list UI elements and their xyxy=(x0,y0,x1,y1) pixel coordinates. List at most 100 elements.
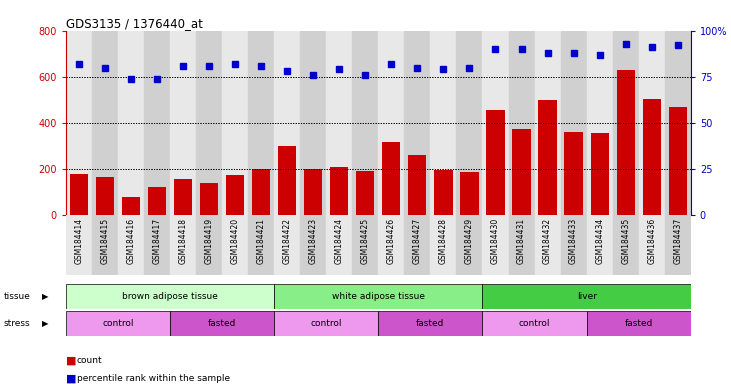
Text: GSM184432: GSM184432 xyxy=(543,218,552,264)
Bar xyxy=(66,215,92,275)
Text: GSM184426: GSM184426 xyxy=(387,218,395,264)
Bar xyxy=(170,31,196,215)
Text: GSM184417: GSM184417 xyxy=(153,218,162,264)
FancyBboxPatch shape xyxy=(170,311,274,336)
Bar xyxy=(561,215,586,275)
Bar xyxy=(616,70,635,215)
Text: GSM184431: GSM184431 xyxy=(517,218,526,264)
Bar xyxy=(669,107,687,215)
Bar xyxy=(664,215,691,275)
Bar xyxy=(456,31,482,215)
Bar xyxy=(92,215,118,275)
Bar xyxy=(434,170,452,215)
Text: GSM184437: GSM184437 xyxy=(673,218,682,264)
Text: fasted: fasted xyxy=(416,319,444,328)
Bar xyxy=(379,215,404,275)
Bar xyxy=(252,169,270,215)
Bar xyxy=(96,177,114,215)
Bar xyxy=(539,100,557,215)
Bar xyxy=(586,31,613,215)
Bar xyxy=(591,133,609,215)
Bar xyxy=(512,129,531,215)
Bar xyxy=(300,215,326,275)
Bar xyxy=(586,215,613,275)
Bar xyxy=(278,146,296,215)
FancyBboxPatch shape xyxy=(586,311,691,336)
Bar xyxy=(613,31,639,215)
Text: GSM184422: GSM184422 xyxy=(283,218,292,264)
Bar xyxy=(304,169,322,215)
Text: control: control xyxy=(311,319,342,328)
Bar xyxy=(539,100,557,215)
Bar xyxy=(669,107,687,215)
Bar xyxy=(122,197,140,215)
Bar xyxy=(639,31,664,215)
Bar xyxy=(591,133,609,215)
Bar xyxy=(274,31,300,215)
Text: tissue: tissue xyxy=(4,292,31,301)
Bar xyxy=(382,142,401,215)
Bar xyxy=(643,99,661,215)
Bar xyxy=(486,110,504,215)
Bar xyxy=(356,171,374,215)
Text: ▶: ▶ xyxy=(42,319,49,328)
Text: GSM184434: GSM184434 xyxy=(595,218,604,264)
Bar xyxy=(196,215,222,275)
Bar xyxy=(226,175,244,215)
Bar xyxy=(226,175,244,215)
FancyBboxPatch shape xyxy=(482,284,691,309)
Text: GSM184428: GSM184428 xyxy=(439,218,448,264)
Text: control: control xyxy=(519,319,550,328)
Bar xyxy=(122,197,140,215)
Bar xyxy=(434,170,452,215)
Bar xyxy=(96,177,114,215)
Bar xyxy=(252,169,270,215)
Text: stress: stress xyxy=(4,319,30,328)
Bar xyxy=(304,169,322,215)
Bar xyxy=(382,142,401,215)
Bar xyxy=(200,183,218,215)
Bar xyxy=(564,132,583,215)
Bar xyxy=(300,31,326,215)
Bar xyxy=(248,215,274,275)
Text: GSM184424: GSM184424 xyxy=(335,218,344,264)
Bar xyxy=(356,171,374,215)
Text: fasted: fasted xyxy=(208,319,236,328)
Text: white adipose tissue: white adipose tissue xyxy=(332,292,425,301)
Bar xyxy=(404,215,431,275)
Bar xyxy=(118,31,144,215)
Text: GSM184416: GSM184416 xyxy=(126,218,135,264)
Text: GSM184427: GSM184427 xyxy=(413,218,422,264)
Bar xyxy=(248,31,274,215)
Bar xyxy=(408,155,426,215)
FancyBboxPatch shape xyxy=(274,311,378,336)
Bar xyxy=(330,167,349,215)
Bar xyxy=(431,31,456,215)
FancyBboxPatch shape xyxy=(66,311,170,336)
Bar xyxy=(461,172,479,215)
Bar xyxy=(564,132,583,215)
Bar xyxy=(482,31,509,215)
Text: ▶: ▶ xyxy=(42,292,49,301)
Bar xyxy=(66,31,92,215)
Bar xyxy=(274,215,300,275)
Bar xyxy=(118,215,144,275)
Bar xyxy=(509,31,534,215)
Text: GSM184425: GSM184425 xyxy=(361,218,370,264)
Bar xyxy=(196,31,222,215)
Bar xyxy=(509,215,534,275)
Bar xyxy=(534,215,561,275)
Text: control: control xyxy=(102,319,134,328)
Bar xyxy=(664,31,691,215)
Text: GSM184430: GSM184430 xyxy=(491,218,500,264)
Text: GSM184418: GSM184418 xyxy=(178,218,187,264)
Bar xyxy=(616,70,635,215)
FancyBboxPatch shape xyxy=(274,284,482,309)
Bar xyxy=(148,187,166,215)
Bar xyxy=(174,179,192,215)
Text: percentile rank within the sample: percentile rank within the sample xyxy=(77,374,230,383)
Bar xyxy=(486,110,504,215)
Bar xyxy=(92,31,118,215)
Text: GSM184435: GSM184435 xyxy=(621,218,630,264)
Text: GSM184429: GSM184429 xyxy=(465,218,474,264)
